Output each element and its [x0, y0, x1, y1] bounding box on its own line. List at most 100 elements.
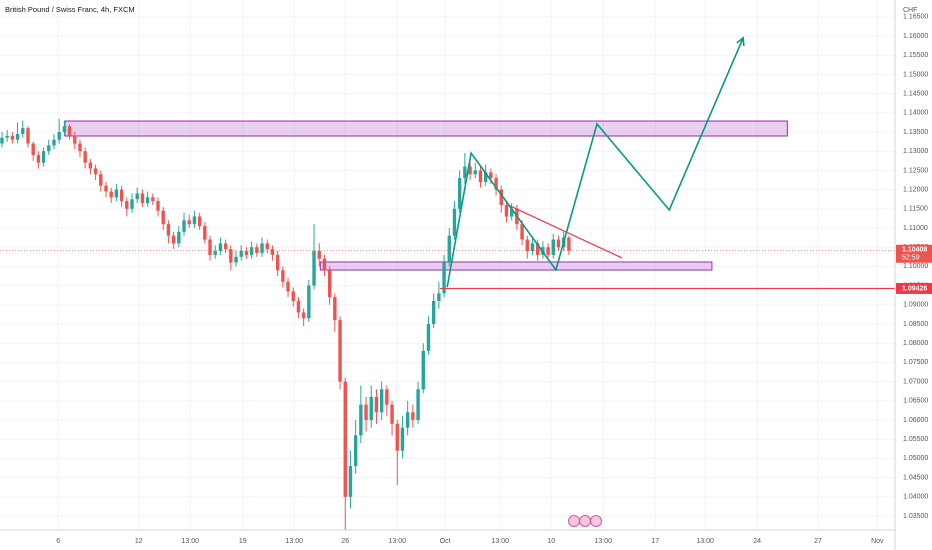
candle-body	[468, 166, 472, 175]
candle-body	[395, 423, 399, 451]
y-tick-label: 1.06500	[903, 398, 928, 405]
x-tick-label: 13:00	[594, 538, 612, 545]
candle-body	[140, 193, 145, 204]
candle-body	[275, 254, 280, 271]
candles	[0, 118, 571, 530]
candle-body	[411, 412, 415, 420]
candle-body	[317, 251, 321, 259]
candle-body	[47, 145, 51, 152]
candle-body	[255, 247, 259, 253]
y-tick-label: 1.14000	[903, 110, 928, 117]
candle-body	[374, 396, 379, 413]
candle-body	[26, 128, 30, 144]
candle-body	[525, 239, 529, 252]
x-tick-label: 13:00	[181, 538, 199, 545]
candle-body	[327, 270, 332, 298]
candle-body	[99, 174, 103, 186]
candle-body	[307, 285, 311, 319]
y-tick-label: 1.05500	[903, 436, 928, 443]
candle-body	[478, 170, 483, 182]
y-tick-label: 1.07500	[903, 359, 928, 366]
axis-unit: CHF	[903, 7, 917, 14]
candle-body	[442, 262, 446, 294]
candle-body	[286, 281, 290, 292]
candle-body	[364, 404, 368, 420]
candle-body	[177, 231, 181, 244]
y-tick-label: 1.10000	[903, 263, 928, 270]
candle-body	[343, 381, 347, 497]
candle-body	[192, 216, 197, 225]
candle-body	[437, 293, 441, 301]
y-tick-label: 1.12000	[903, 186, 928, 193]
y-tick-label: 1.04500	[903, 474, 928, 481]
event-icon[interactable]	[568, 515, 580, 527]
candle-body	[546, 247, 550, 255]
candle-body	[218, 243, 223, 252]
candle-body	[338, 320, 342, 382]
candle-body	[260, 243, 264, 253]
candle-body	[166, 224, 171, 236]
candle-body	[463, 166, 467, 179]
x-tick-label: 19	[239, 538, 247, 545]
y-tick-label: 1.14500	[903, 90, 928, 97]
candle-body	[301, 312, 306, 319]
candle-body	[234, 256, 238, 263]
event-icons[interactable]	[568, 515, 602, 527]
candle-body	[504, 204, 509, 217]
last-price-label: 1.10408	[902, 247, 927, 254]
candle-body	[385, 389, 389, 405]
candle-body	[520, 224, 524, 240]
candle-body	[31, 143, 35, 156]
y-tick-label: 1.08000	[903, 340, 928, 347]
event-icon[interactable]	[579, 515, 591, 527]
y-tick-label: 1.16500	[903, 14, 928, 21]
y-tick-label: 1.07000	[903, 378, 928, 385]
countdown: 52:59	[902, 255, 920, 262]
x-tick-label: 12	[135, 538, 143, 545]
candle-body	[57, 132, 61, 140]
y-tick-label: 1.08500	[903, 321, 928, 328]
candle-body	[213, 251, 217, 255]
candle-body	[10, 135, 15, 140]
candle-body	[171, 235, 176, 244]
candle-body	[265, 243, 269, 250]
candle-body	[390, 404, 394, 424]
candle-body	[197, 216, 202, 227]
candle-body	[291, 291, 295, 301]
candle-body	[187, 220, 191, 225]
candle-body	[452, 208, 457, 236]
candle-body	[223, 243, 228, 250]
candle-body	[535, 243, 540, 255]
candle-body	[78, 143, 82, 152]
x-tick-label: 13:00	[491, 538, 509, 545]
candle-body	[483, 172, 488, 182]
zone	[64, 120, 788, 137]
candle-body	[52, 139, 56, 146]
y-tick-label: 1.12500	[903, 167, 928, 174]
candle-body	[416, 389, 420, 420]
candle-body	[499, 189, 503, 205]
arrowhead	[736, 36, 745, 46]
candle-body	[457, 178, 462, 209]
candle-body	[270, 249, 275, 255]
candle-body	[530, 243, 535, 252]
candle-body	[567, 237, 571, 251]
candle-body	[239, 251, 243, 257]
chart-title: British Pound / Swiss Franc, 4h, FXCM	[5, 5, 135, 14]
x-tick-label: Oct	[440, 538, 451, 545]
event-icon[interactable]	[590, 515, 602, 527]
candle-body	[244, 251, 249, 255]
trendline	[507, 204, 623, 259]
candle-body	[551, 239, 555, 255]
x-tick-label: 10	[547, 538, 555, 545]
candle-body	[379, 389, 384, 413]
x-tick-label: 6	[56, 538, 60, 545]
candle-body	[0, 137, 4, 144]
y-tick-label: 1.04000	[903, 494, 928, 501]
candle-body	[15, 133, 20, 140]
candle-body	[67, 126, 72, 136]
x-tick-label: 13:00	[388, 538, 406, 545]
x-tick-label: 17	[651, 538, 659, 545]
